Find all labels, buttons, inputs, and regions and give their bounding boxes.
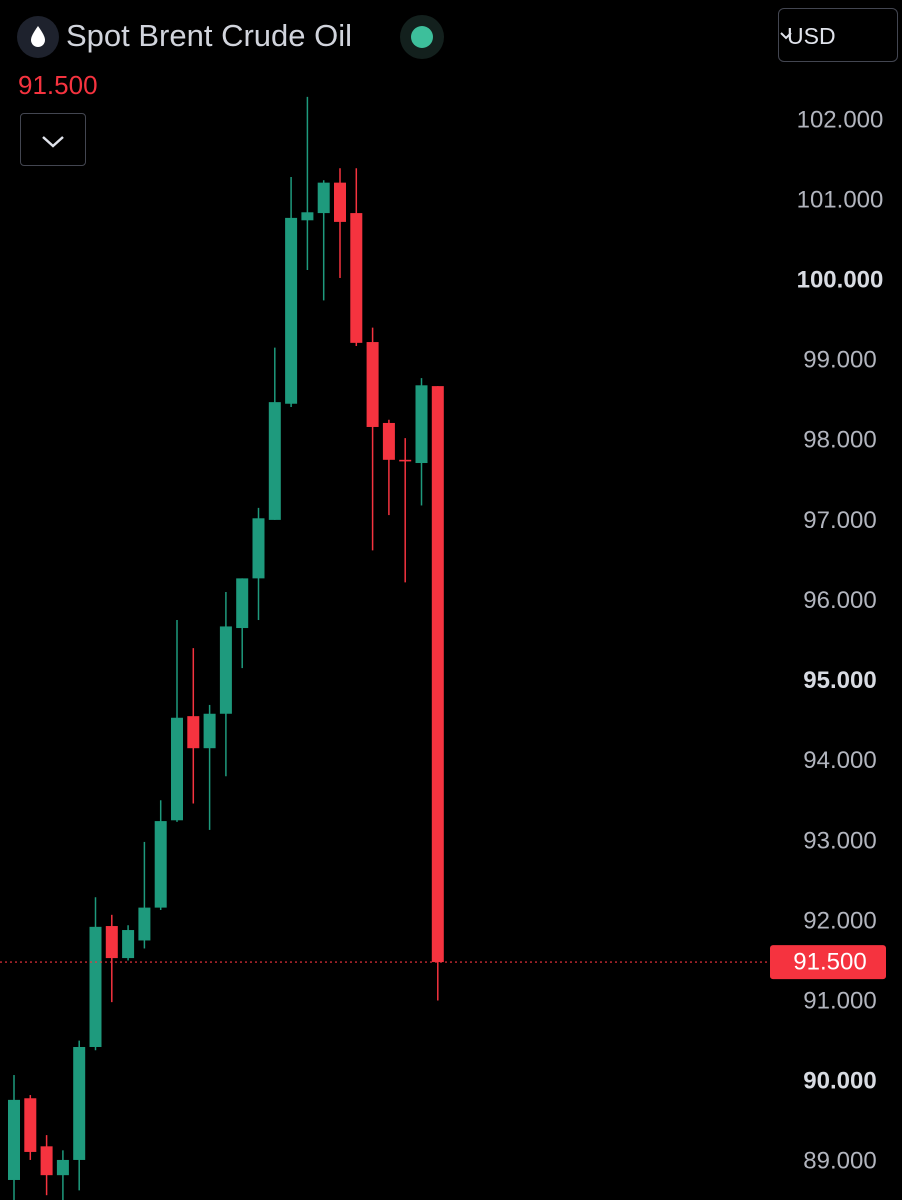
candle-body [285,217,298,404]
candle-body [431,386,444,963]
candle-body [236,578,249,629]
candle-body [203,713,216,749]
candle-body [219,626,232,714]
y-tick-label: 101.000 [797,186,884,213]
y-tick-label: 98.000 [803,427,876,454]
candle-body [138,907,151,941]
candle-body [73,1046,86,1160]
last-price-tag [770,945,886,980]
candle-body [399,459,412,462]
y-tick-label: 96.000 [803,587,876,614]
candle-body [415,385,428,464]
candle-body [268,402,281,520]
currency-select[interactable]: USD [778,8,898,62]
y-tick-label: 90.000 [803,1068,876,1095]
candle-body [154,821,167,908]
y-tick-label: 99.000 [803,347,876,374]
candle-body [56,1159,69,1176]
candle-body [187,716,200,749]
y-tick-label: 91.000 [803,987,876,1014]
candle-body [350,213,363,343]
candle-body [252,518,265,579]
collapse-button[interactable] [20,113,86,166]
candle-body [382,422,395,460]
y-tick-label: 89.000 [803,1148,876,1175]
candle-body [366,342,379,427]
last-price-tag-label: 91.500 [793,948,866,975]
candle-body [89,926,102,1047]
y-tick-label: 97.000 [803,507,876,534]
y-tick-label: 100.000 [797,267,884,294]
y-tick-label: 95.000 [803,667,876,694]
y-tick-label: 93.000 [803,827,876,854]
candle-body [301,212,314,221]
y-tick-label: 102.000 [797,106,884,133]
candle-body [122,930,135,959]
y-tick-label: 92.000 [803,907,876,934]
currency-label: USD [787,23,836,49]
candle-body [105,926,118,959]
symbol-title: Spot Brent Crude Oil [66,18,353,53]
candle-body [171,717,183,821]
candle-body [334,182,346,222]
candle-body [40,1146,53,1176]
y-tick-label: 94.000 [803,747,876,774]
candle-body [8,1099,20,1180]
candle-body [317,182,330,214]
header-price: 91.500 [18,70,98,100]
candle-body [24,1098,37,1152]
collapse-chevron [42,136,64,148]
select-chevron [780,32,792,40]
